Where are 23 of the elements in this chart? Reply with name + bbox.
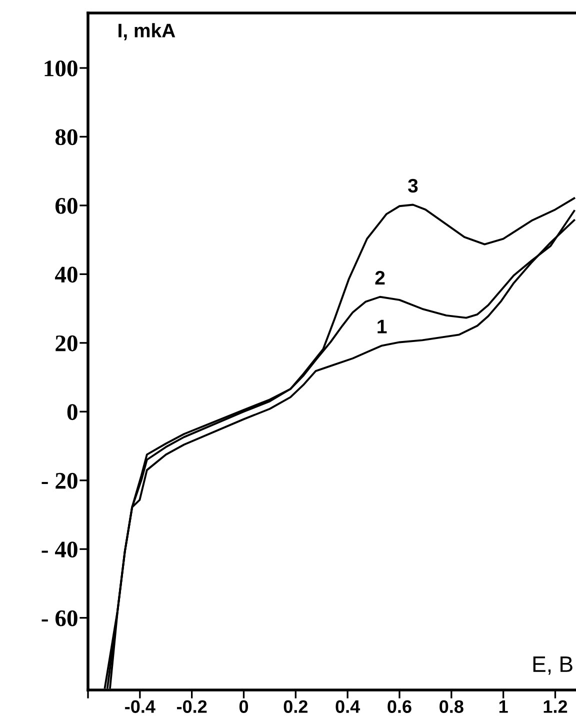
x-tick-label: 0.8 bbox=[440, 700, 464, 713]
x-tick-label: 0.4 bbox=[336, 700, 360, 713]
y-tick-label: 80 bbox=[55, 129, 78, 146]
x-tick-label: 1 bbox=[499, 700, 508, 713]
x-tick-label: 0.6 bbox=[388, 700, 412, 713]
y-tick-label: - 20 bbox=[42, 472, 78, 489]
y-tick-label: 0 bbox=[67, 404, 78, 420]
y-axis-title: I, mkA bbox=[118, 23, 176, 40]
x-axis-title: E, B bbox=[533, 656, 572, 675]
x-tick-label: 0 bbox=[239, 700, 248, 713]
y-tick-label: 20 bbox=[56, 335, 78, 352]
y-tick-label: - 60 bbox=[42, 610, 78, 626]
y-tick-label: - 40 bbox=[42, 542, 78, 558]
x-tick-label: -0.2 bbox=[176, 700, 207, 713]
series-label: 1 bbox=[378, 320, 387, 334]
y-tick-label: 60 bbox=[55, 198, 78, 214]
y-tick-label: 40 bbox=[54, 266, 78, 283]
x-tick-label: 1.2 bbox=[544, 700, 568, 713]
series-label: 2 bbox=[375, 270, 385, 284]
series-label: 3 bbox=[408, 178, 418, 193]
y-tick-label: 100 bbox=[44, 60, 78, 76]
x-tick-label: -0.4 bbox=[125, 700, 156, 713]
x-tick-label: 0.2 bbox=[284, 700, 308, 713]
